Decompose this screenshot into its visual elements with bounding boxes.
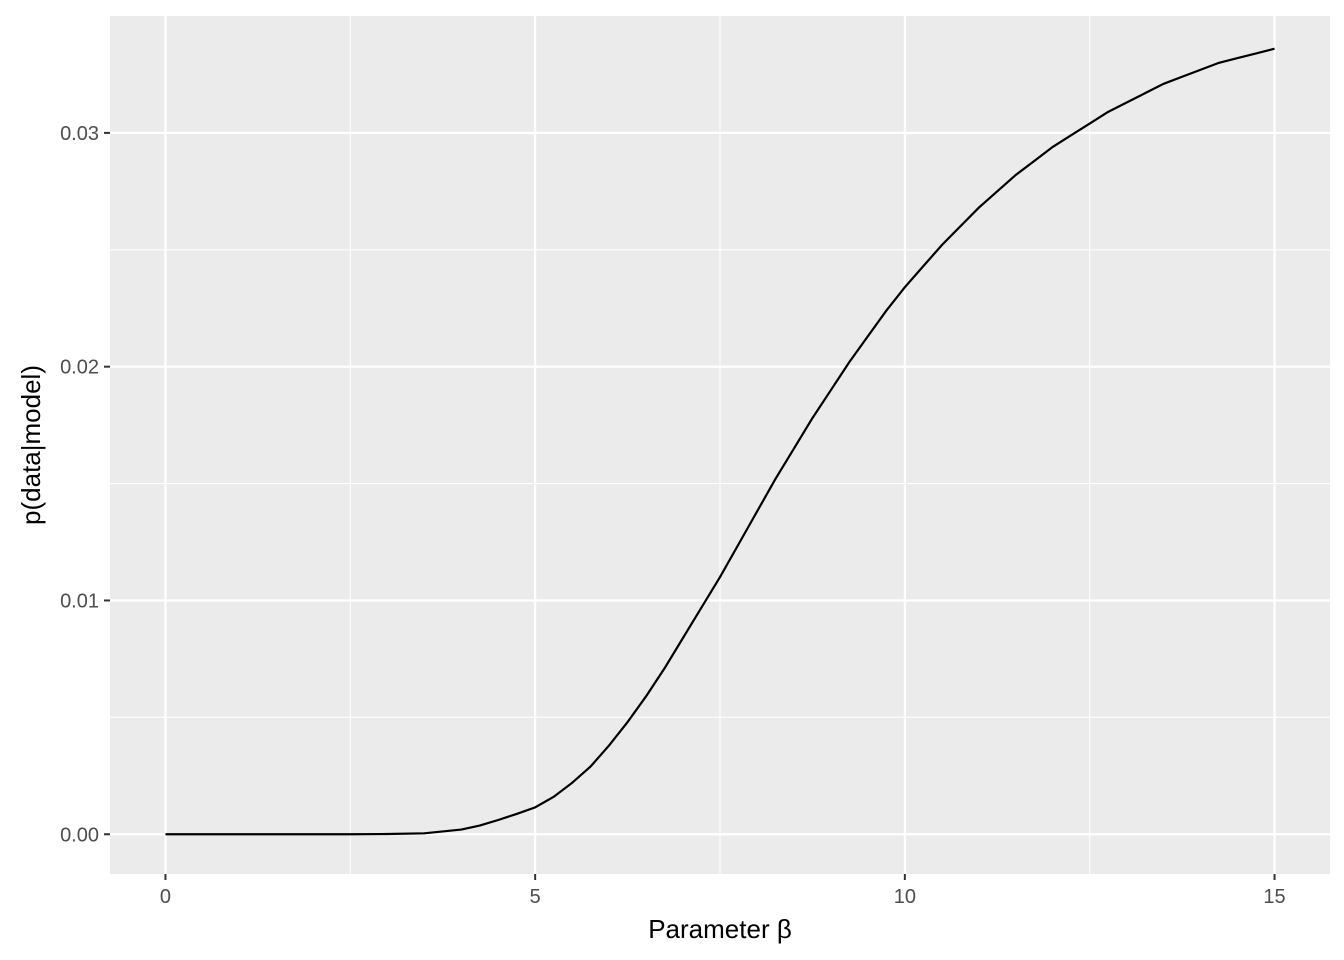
y-tick-label: 0.03 — [60, 123, 99, 145]
y-axis: 0.00 0.01 0.02 0.03 — [60, 123, 110, 846]
grid-minor — [110, 16, 1330, 874]
y-axis-title: p(data|model) — [16, 365, 46, 525]
series-line — [165, 47, 1275, 836]
x-axis-title: Parameter β — [648, 914, 792, 944]
x-tick-label: 5 — [530, 886, 541, 908]
x-tick-label: 10 — [894, 886, 916, 908]
x-tick-label: 15 — [1263, 886, 1285, 908]
y-tick-label: 0.02 — [60, 357, 99, 379]
y-tick-label: 0.00 — [60, 824, 99, 846]
y-tick-label: 0.01 — [60, 590, 99, 612]
x-axis: 0 5 10 15 — [160, 874, 1286, 908]
x-tick-label: 0 — [160, 886, 171, 908]
